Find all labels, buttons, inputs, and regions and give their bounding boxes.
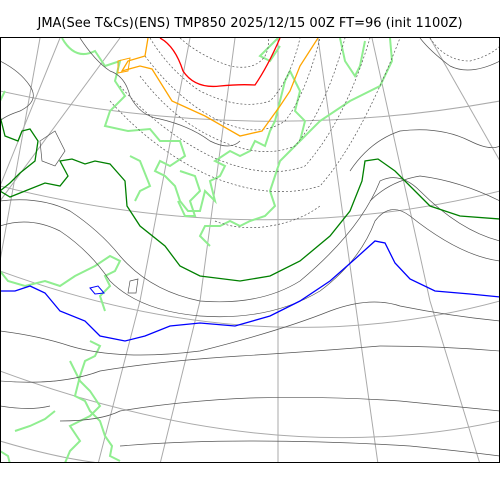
parallel-line [1, 90, 499, 122]
isotherm-line [1, 345, 499, 383]
isotherm-line [59, 397, 499, 422]
coastline-line [14, 410, 56, 432]
isotherm-dashed [109, 38, 499, 228]
coastline-line [1, 90, 6, 102]
map-frame [0, 37, 500, 463]
coastline-line [129, 155, 152, 202]
isotherm-green [1, 117, 499, 282]
meridian-line [1, 38, 61, 185]
isotherm-line [39, 130, 66, 167]
coastline-line [177, 170, 202, 217]
parallel-line [1, 270, 499, 328]
meridian-line [429, 38, 499, 161]
meridian-line [317, 38, 379, 462]
meridian-line [1, 38, 41, 259]
isotherm-line [1, 209, 499, 318]
isotherm-line [1, 405, 51, 409]
coastline-line [1, 254, 122, 312]
coastline [1, 38, 394, 462]
isotherm-line [1, 301, 499, 356]
isotherm-line [1, 61, 34, 121]
meridian-line [371, 38, 480, 462]
isotherm-line [119, 38, 371, 172]
isotherm-line [1, 177, 499, 303]
isotherm-line [179, 38, 269, 68]
isotherm-line [119, 440, 499, 457]
meridian-line [97, 38, 191, 462]
isotherm-line [419, 38, 499, 71]
coastline-line [73, 340, 121, 462]
isotherm-line [369, 175, 499, 202]
isotherm-line [79, 38, 241, 147]
coastline-line [299, 38, 394, 142]
isotherm-orange [120, 38, 319, 137]
isotherm-solid [1, 38, 499, 457]
isotherm-line [149, 38, 301, 105]
isotherm-orange [117, 57, 131, 74]
coastline-line [61, 38, 307, 247]
isotherm-line [139, 38, 346, 152]
graticule [1, 38, 499, 462]
coastline-line [258, 38, 281, 63]
isotherm-line [144, 38, 321, 131]
map-title: JMA(See T&Cs)(ENS) TMP850 2025/12/15 00Z… [37, 16, 463, 31]
isotherm-blue [1, 240, 499, 342]
temperature-map [1, 38, 499, 462]
coastline-line [1, 450, 11, 462]
isotherm-line [127, 278, 139, 294]
coastline-line [339, 38, 366, 78]
isotherm-line [429, 38, 499, 62]
isotherm-blue [89, 285, 105, 295]
parallel-line [1, 440, 96, 462]
isotherm-line [214, 205, 321, 228]
isotherm-line [349, 129, 499, 172]
isotherm-line [109, 38, 401, 192]
coastline-line [64, 360, 102, 462]
meridian-line [159, 38, 236, 462]
isotherm-red [159, 38, 281, 88]
parallel-line [1, 370, 499, 439]
